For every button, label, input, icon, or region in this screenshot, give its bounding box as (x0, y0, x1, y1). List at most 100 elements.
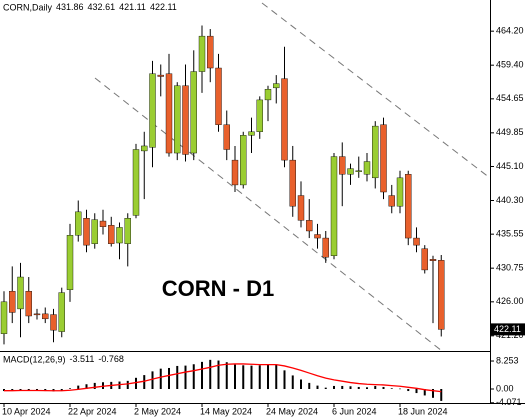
candle-body (91, 219, 98, 244)
candle-body (339, 156, 346, 175)
macd-bar (283, 370, 286, 389)
macd-bar (349, 386, 352, 389)
candle-body (174, 85, 181, 154)
macd-bar (324, 387, 327, 389)
candle-body (9, 290, 16, 313)
x-tick-label: 2 May 2024 (134, 406, 181, 416)
candle-body (83, 218, 90, 246)
macd-bar (159, 368, 162, 389)
macd-bar (275, 364, 278, 389)
candle-body (33, 313, 41, 316)
candle-body (223, 124, 230, 150)
macd-bar (143, 375, 146, 389)
macd-bar (102, 382, 104, 389)
candle-body (198, 35, 206, 72)
candle-body (405, 174, 412, 239)
candle-body (396, 177, 404, 207)
candle-body (50, 314, 57, 331)
candle-body (141, 145, 148, 152)
candle-body (429, 259, 437, 261)
candle-body (388, 195, 395, 207)
candle-body (347, 168, 354, 175)
macd-bar (85, 384, 88, 389)
ohlc-value: 421.11 (119, 2, 146, 12)
macd-bar (382, 386, 385, 389)
macd-bar (176, 365, 179, 389)
macd-bar (432, 389, 434, 398)
candle-body (248, 131, 255, 136)
candle-body (132, 149, 140, 216)
candle-body (264, 89, 272, 101)
macd-bar (366, 387, 368, 389)
macd-bar (225, 362, 228, 389)
macd-bar (267, 364, 269, 389)
candle-body (124, 218, 131, 244)
candle-body (281, 78, 288, 161)
ohlc-value: 431.86 (56, 2, 84, 12)
macd-bar (19, 389, 22, 391)
macd-bar (209, 359, 212, 389)
macd-bar (184, 365, 187, 389)
y-tick-label: 445.10 (496, 161, 524, 171)
candle-body (149, 73, 156, 148)
y-tick-label: 8.253 (496, 355, 519, 365)
macd-bar (308, 382, 311, 389)
candle-body (66, 235, 74, 290)
macd-label: MACD(12,26,9) -3.511 -0.768 (3, 354, 124, 364)
macd-bar (69, 388, 71, 389)
macd-bar (151, 371, 154, 389)
x-tick-label: 10 Apr 2024 (2, 406, 51, 416)
x-tick-label: 24 May 2024 (266, 406, 318, 416)
macd-bar (118, 381, 121, 389)
macd-bar (399, 388, 401, 390)
x-tick-label: 14 May 2024 (200, 406, 252, 416)
macd-bar (423, 389, 426, 396)
x-tick-label: 6 Jun 2024 (332, 406, 377, 416)
macd-bar (217, 360, 220, 389)
macd-bar (234, 364, 236, 389)
y-tick-label: 426.00 (496, 296, 524, 306)
candle-body (314, 234, 321, 239)
candle-body (75, 211, 82, 236)
y-tick-label: 459.40 (496, 60, 524, 70)
macd-panel: -4.071 0.00 8.253 (3, 355, 522, 407)
macd-bar (250, 365, 253, 389)
candle-body (380, 124, 387, 193)
candle-body (273, 83, 280, 89)
price-tag: 422.11 (494, 324, 521, 334)
macd-bar (93, 382, 96, 389)
candle-body (215, 67, 222, 125)
macd-bar (390, 388, 393, 389)
macd-bar (258, 365, 261, 389)
candle-body (25, 290, 32, 317)
price-tag-box (491, 323, 525, 336)
candle-body (421, 248, 428, 271)
macd-bar (77, 385, 80, 389)
macd-bar (357, 386, 360, 389)
signal-line (4, 363, 442, 393)
ohlc-value: 422.11 (150, 2, 177, 12)
macd-bar (126, 380, 129, 389)
macd-bar (415, 389, 418, 394)
candle-body (231, 159, 239, 186)
macd-bar (192, 364, 195, 389)
candle-body (99, 220, 107, 227)
candle-body (165, 73, 173, 154)
macd-bar (3, 389, 5, 392)
candle-body (372, 125, 379, 179)
macd-bar (242, 365, 245, 389)
candle-body (306, 220, 313, 232)
y-tick-label: 435.55 (496, 229, 524, 239)
y-tick-label: 449.85 (496, 127, 524, 137)
candle-body (330, 156, 338, 256)
y-tick-label: -4.071 (496, 397, 522, 407)
annotation: CORN - D1 (162, 276, 274, 301)
y-tick-label: 430.75 (496, 263, 524, 273)
y-tick-label: 440.30 (496, 195, 524, 205)
candle-body (438, 260, 445, 330)
macd-bar (440, 389, 443, 401)
candle-body (297, 195, 305, 221)
signal-value: -0.768 (98, 354, 124, 364)
x-tick-label: 18 Jun 2024 (398, 406, 448, 416)
